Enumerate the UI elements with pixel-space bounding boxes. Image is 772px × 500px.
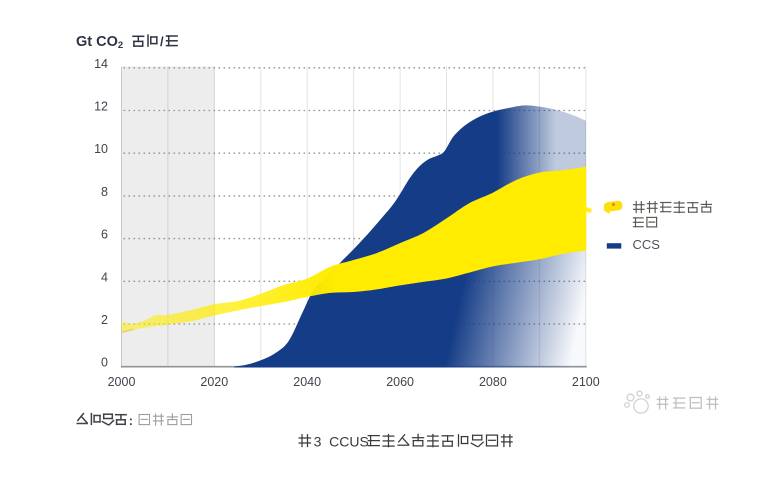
svg-text:2000: 2000 (108, 375, 136, 389)
svg-text:2080: 2080 (479, 375, 507, 389)
svg-text:2100: 2100 (572, 375, 600, 389)
svg-text:0: 0 (101, 356, 108, 370)
svg-text:Gt CO2: Gt CO2 (76, 34, 123, 51)
svg-text:/: / (160, 34, 164, 49)
svg-text:2040: 2040 (293, 375, 321, 389)
svg-text:2: 2 (101, 313, 108, 327)
svg-text::: : (129, 414, 133, 428)
svg-text:8: 8 (101, 185, 108, 199)
svg-text:2020: 2020 (200, 375, 228, 389)
svg-text:14: 14 (94, 57, 108, 71)
svg-text:2060: 2060 (386, 375, 414, 389)
svg-text:3 CCUS: 3 CCUS (314, 434, 369, 450)
svg-text:10: 10 (94, 142, 108, 156)
svg-text:12: 12 (94, 100, 108, 114)
svg-text:4: 4 (101, 270, 108, 284)
svg-text:6: 6 (101, 228, 108, 242)
svg-text:CCS: CCS (633, 237, 661, 252)
